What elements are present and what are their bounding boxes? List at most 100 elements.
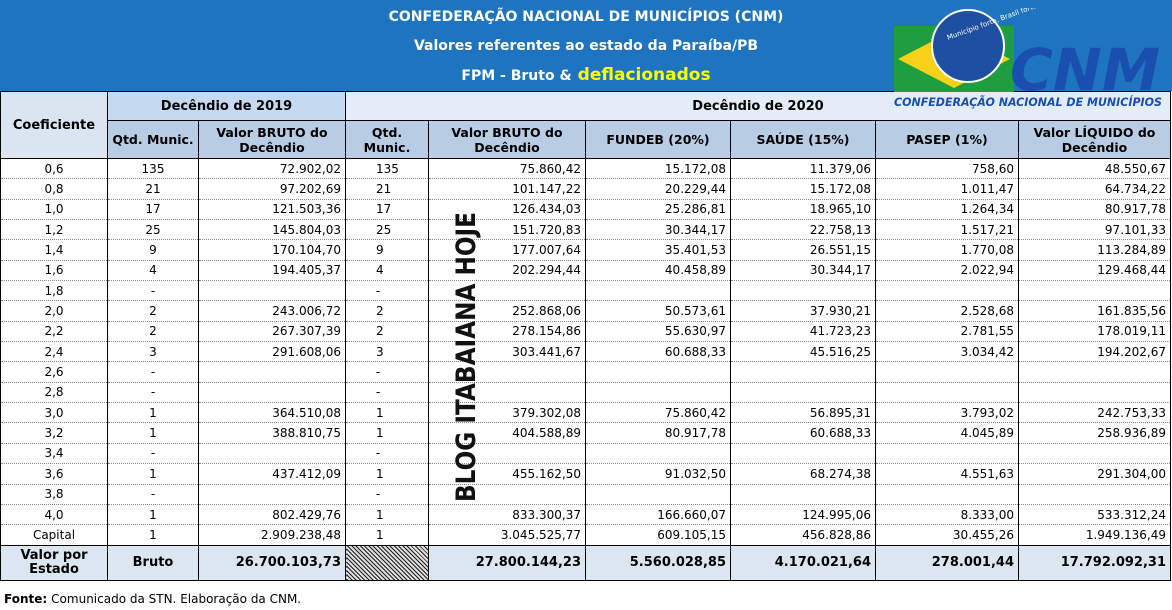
row: 0,8 21 97.202,69 21 101.147,22 20.229,44 15.17…: [0, 178, 1171, 200]
cell: [585, 382, 731, 404]
row: 4,0 1 802.429,76 1 833.300,37 166.660,07 124.9…: [0, 504, 1171, 526]
cell: 18.965,10: [730, 199, 876, 221]
cell: 8.333,00: [875, 504, 1019, 526]
total-cell: 26.700.103,73: [198, 544, 346, 581]
cell: 3.793,02: [875, 402, 1019, 424]
cell: 15.172,08: [730, 178, 876, 200]
cell: 1.949.136,49: [1018, 524, 1171, 546]
cell: 533.312,24: [1018, 504, 1171, 526]
cell: 80.917,78: [1018, 199, 1171, 221]
cell: 2.781,55: [875, 321, 1019, 343]
cell: 194.202,67: [1018, 341, 1171, 363]
cell: [1018, 280, 1171, 302]
cell: 121.503,36: [198, 199, 346, 221]
row: 3,8- -: [0, 484, 1171, 505]
watermark: BLOG ITABAIANA HOJE: [451, 212, 482, 502]
cell: 68.274,38: [730, 463, 876, 485]
cell: 72.902,02: [198, 158, 346, 180]
cell: 17: [107, 199, 199, 221]
cell: 25: [107, 219, 199, 241]
header-cell: SAÚDE (15%): [730, 120, 876, 159]
globe: [931, 9, 1005, 83]
row: 2,2 2 267.307,39 2 278.154,86 55.630,97 41.723…: [0, 321, 1171, 343]
row: 2,6- -: [0, 361, 1171, 383]
header-cell: Valor LÍQUIDO do Decêndio: [1018, 120, 1171, 159]
cell: 126.434,03: [428, 199, 586, 221]
cell: 75.860,42: [585, 402, 731, 424]
row: 3,2 1 388.810,75 1 404.588,89 80.917,78 60.688…: [0, 422, 1171, 444]
cell: 80.917,78: [585, 422, 731, 444]
cell: 17: [345, 199, 429, 221]
cell: 3: [345, 341, 429, 363]
row: 3,6 1 437.412,09 1 455.162,50 91.032,50 68.274…: [0, 463, 1171, 485]
cell: 3,0: [0, 402, 108, 424]
logo-name: CONFEDERAÇÃO NACIONAL DE MUNICÍPIOS: [894, 94, 1162, 109]
cell: 1: [107, 422, 199, 444]
cell: 3,4: [0, 443, 108, 465]
cell: 2: [345, 321, 429, 343]
cell: 2,2: [0, 321, 108, 343]
cell: Capital: [0, 524, 108, 546]
cell: 50.573,61: [585, 300, 731, 322]
cell: 303.441,67: [428, 341, 586, 363]
table: Coeficiente Decêndio de 2019 Decêndio de 2…: [0, 91, 1171, 581]
cell: [730, 443, 876, 465]
cell: 56.895,31: [730, 402, 876, 424]
cell: 456.828,86: [730, 524, 876, 546]
row: 2,0 2 243.006,72 2 252.868,06 50.573,61 37.930…: [0, 300, 1171, 322]
cell: 1,2: [0, 219, 108, 241]
cell: 11.379,06: [730, 158, 876, 180]
cell: 1: [107, 504, 199, 526]
cell: 364.510,08: [198, 402, 346, 424]
cell: 21: [107, 178, 199, 200]
cell: 243.006,72: [198, 300, 346, 322]
cell: 170.104,70: [198, 239, 346, 261]
cell: 2,6: [0, 361, 108, 383]
cell: 388.810,75: [198, 422, 346, 444]
header-cell: PASEP (1%): [875, 120, 1019, 159]
total-cell: Valor por Estado: [0, 544, 108, 581]
total-cell: 5.560.028,85: [585, 544, 731, 581]
cell: -: [345, 382, 429, 404]
cell: 3,8: [0, 484, 108, 505]
line3: FPM - Bruto & deflacionados: [0, 65, 1172, 85]
total-row: Valor por Estado Bruto 26.700.103,73 27.800…: [0, 544, 1171, 581]
row: 1,8- -: [0, 280, 1171, 302]
cell: 145.804,03: [198, 219, 346, 241]
cell: 37.930,21: [730, 300, 876, 322]
cell: 25.286,81: [585, 199, 731, 221]
cell: [198, 361, 346, 383]
footer-text: Comunicado da STN. Elaboração da CNM.: [51, 592, 302, 606]
row: 1,6 4 194.405,37 4 202.294,44 40.458,89 30.344…: [0, 260, 1171, 282]
row: 0,6 135 72.902,02 135 75.860,42 15.172,08 11.3…: [0, 158, 1171, 180]
cell: 22.758,13: [730, 219, 876, 241]
row: 3,4- -: [0, 443, 1171, 465]
cell: 178.019,11: [1018, 321, 1171, 343]
row: 2,4 3 291.608,06 3 303.441,67 60.688,33 45.516…: [0, 341, 1171, 363]
cell: [730, 280, 876, 302]
cell: -: [107, 280, 199, 302]
cell: 2.022,94: [875, 260, 1019, 282]
cell: 64.734,22: [1018, 178, 1171, 200]
cell: [875, 361, 1019, 383]
cell: 202.294,44: [428, 260, 586, 282]
footer-label: Fonte:: [4, 592, 48, 606]
cell: 1: [345, 402, 429, 424]
cell: 437.412,09: [198, 463, 346, 485]
cell: 1: [345, 504, 429, 526]
header-cell: Valor BRUTO do Decêndio: [198, 120, 346, 159]
cell: 3: [107, 341, 199, 363]
cell: 45.516,25: [730, 341, 876, 363]
cell: 194.405,37: [198, 260, 346, 282]
cell: 1,8: [0, 280, 108, 302]
cell: [875, 443, 1019, 465]
cell: 25: [345, 219, 429, 241]
row: 1,2 25 145.804,03 25 151.720,83 30.344,17 22.7…: [0, 219, 1171, 241]
cell: 40.458,89: [585, 260, 731, 282]
cell: 2,4: [0, 341, 108, 363]
cell: 3,6: [0, 463, 108, 485]
group-header-row: Coeficiente Decêndio de 2019 Decêndio de 2…: [0, 91, 1171, 159]
cell: 124.995,06: [730, 504, 876, 526]
total-cell: Bruto: [107, 544, 199, 581]
row: 1,4 9 170.104,70 9 177.007,64 35.401,53 26.551…: [0, 239, 1171, 261]
